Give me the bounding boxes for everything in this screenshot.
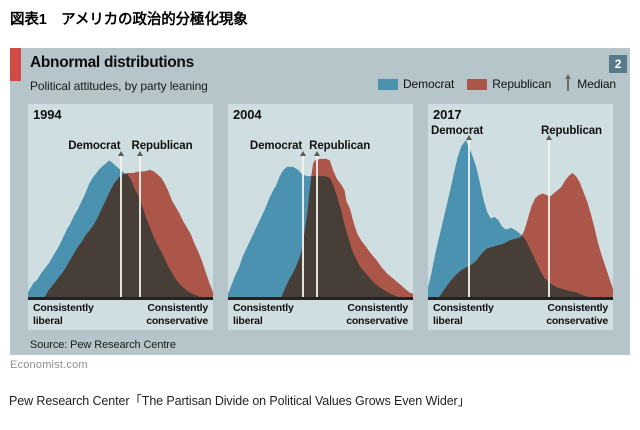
republican-label: Republican xyxy=(131,140,193,152)
republican-label: Republican xyxy=(309,140,371,152)
panel-2017: 2017 Democrat Republican Consistently liber… xyxy=(428,104,613,330)
democrat-median-line xyxy=(465,135,472,297)
distribution-plot-2017 xyxy=(428,140,613,297)
legend-label-democrat: Democrat xyxy=(402,77,455,91)
axis-label-left: Consistently liberal xyxy=(433,302,494,327)
legend-label-republican: Republican xyxy=(492,77,552,91)
chart-card: Abnormal distributions Political attitud… xyxy=(10,48,630,355)
democrat-median-line xyxy=(300,151,307,297)
democrat-label: Democrat xyxy=(249,140,303,152)
year-label: 1994 xyxy=(33,107,62,122)
axis-label-right: Consistently conservative xyxy=(546,302,608,327)
page-number-badge: 2 xyxy=(609,55,627,73)
panel-1994: 1994 Democrat Republican Consistently liber… xyxy=(28,104,213,330)
caption: Pew Research Center「The Partisan Divide … xyxy=(9,394,471,408)
republican-label: Republican xyxy=(540,125,602,137)
baseline-axis xyxy=(428,297,613,300)
legend-label-median: Median xyxy=(577,77,616,91)
democrat-label: Democrat xyxy=(68,140,121,152)
overlap-area xyxy=(281,176,399,297)
legend-item-democrat: Democrat xyxy=(377,77,455,91)
accent-bar xyxy=(10,48,21,81)
republican-median-line xyxy=(136,151,143,297)
panel-2004: 2004 Democrat Republican Consistently liber… xyxy=(228,104,413,330)
republican-median-line xyxy=(314,151,321,297)
legend-item-republican: Republican xyxy=(467,77,551,91)
republican-median-line xyxy=(545,135,552,297)
axis-label-left: Consistently liberal xyxy=(233,302,294,327)
legend: Democrat Republican Median xyxy=(377,73,616,91)
overlap-area xyxy=(439,235,589,297)
democrat-label: Democrat xyxy=(431,125,484,137)
axis-label-right: Consistently conservative xyxy=(346,302,408,327)
year-label: 2004 xyxy=(233,107,262,122)
axis-label-right: Consistently conservative xyxy=(146,302,208,327)
economist-credit: Economist.com xyxy=(10,359,88,371)
chart-subtitle: Political attitudes, by party leaning xyxy=(30,79,208,93)
legend-item-median: Median xyxy=(564,73,616,91)
baseline-axis xyxy=(228,297,413,300)
baseline-axis xyxy=(28,297,213,300)
distribution-plot-2004 xyxy=(228,158,413,297)
democrat-swatch-icon xyxy=(377,78,398,90)
median-line-icon xyxy=(565,73,572,91)
figure-title: 図表1 アメリカの政治的分極化現象 xyxy=(10,12,248,28)
source-note: Source: Pew Research Centre xyxy=(30,339,176,351)
year-label: 2017 xyxy=(433,107,462,122)
chart-title: Abnormal distributions xyxy=(30,54,194,71)
axis-label-left: Consistently liberal xyxy=(33,302,94,327)
democrat-median-line xyxy=(118,151,125,297)
republican-swatch-icon xyxy=(467,78,488,90)
